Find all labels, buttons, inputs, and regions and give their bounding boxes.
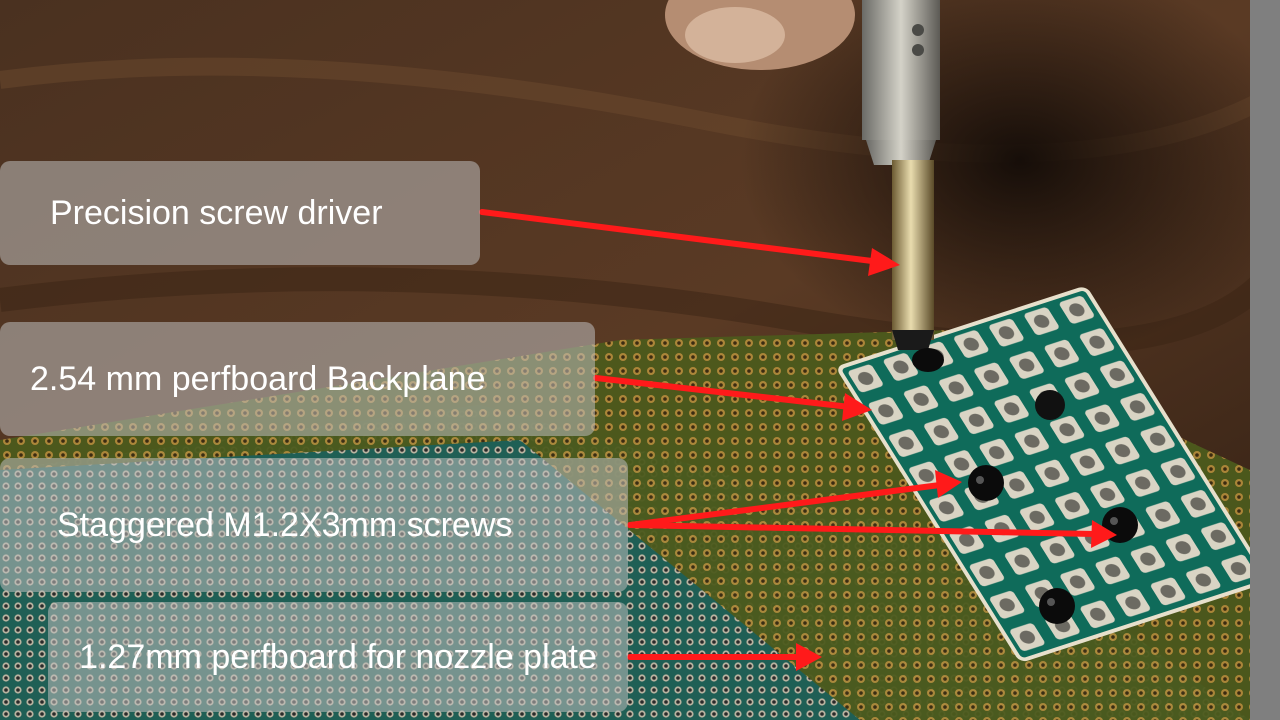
label-staggered-screws: Staggered M1.2X3mm screws [0,458,628,592]
label-text: 2.54 mm perfboard Backplane [30,359,486,398]
label-text: Precision screw driver [50,193,383,232]
label-text: 1.27mm perfboard for nozzle plate [79,637,597,676]
right-edge-bar [1250,0,1280,720]
label-backplane: 2.54 mm perfboard Backplane [0,322,595,436]
label-precision-screwdriver: Precision screw driver [0,161,480,265]
label-nozzle-plate: 1.27mm perfboard for nozzle plate [48,602,628,712]
label-text: Staggered M1.2X3mm screws [57,505,513,544]
